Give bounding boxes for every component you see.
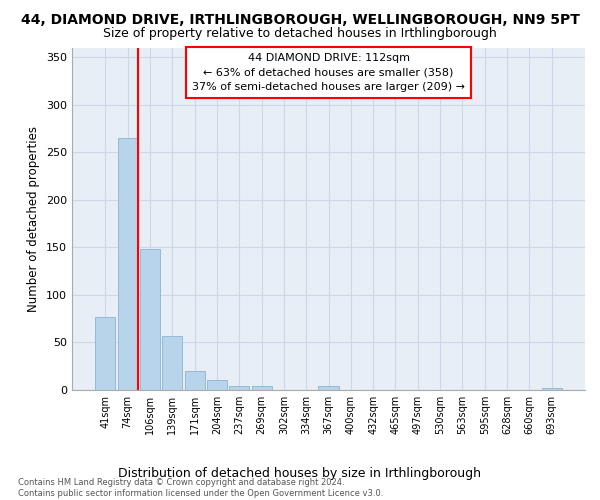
Text: Distribution of detached houses by size in Irthlingborough: Distribution of detached houses by size … [119, 468, 482, 480]
Text: 44, DIAMOND DRIVE, IRTHLINGBOROUGH, WELLINGBOROUGH, NN9 5PT: 44, DIAMOND DRIVE, IRTHLINGBOROUGH, WELL… [20, 12, 580, 26]
Bar [185, 371, 205, 390]
Text: Contains HM Land Registry data © Crown copyright and database right 2024.
Contai: Contains HM Land Registry data © Crown c… [18, 478, 383, 498]
Bar [95, 316, 115, 390]
Bar [118, 138, 138, 390]
Bar [207, 380, 227, 390]
Bar [251, 386, 272, 390]
Bar [140, 249, 160, 390]
Bar [229, 386, 249, 390]
Text: 44 DIAMOND DRIVE: 112sqm
← 63% of detached houses are smaller (358)
37% of semi-: 44 DIAMOND DRIVE: 112sqm ← 63% of detach… [192, 52, 465, 92]
Bar [162, 336, 182, 390]
Bar [319, 386, 338, 390]
Bar [542, 388, 562, 390]
Text: Size of property relative to detached houses in Irthlingborough: Size of property relative to detached ho… [103, 28, 497, 40]
Y-axis label: Number of detached properties: Number of detached properties [28, 126, 40, 312]
